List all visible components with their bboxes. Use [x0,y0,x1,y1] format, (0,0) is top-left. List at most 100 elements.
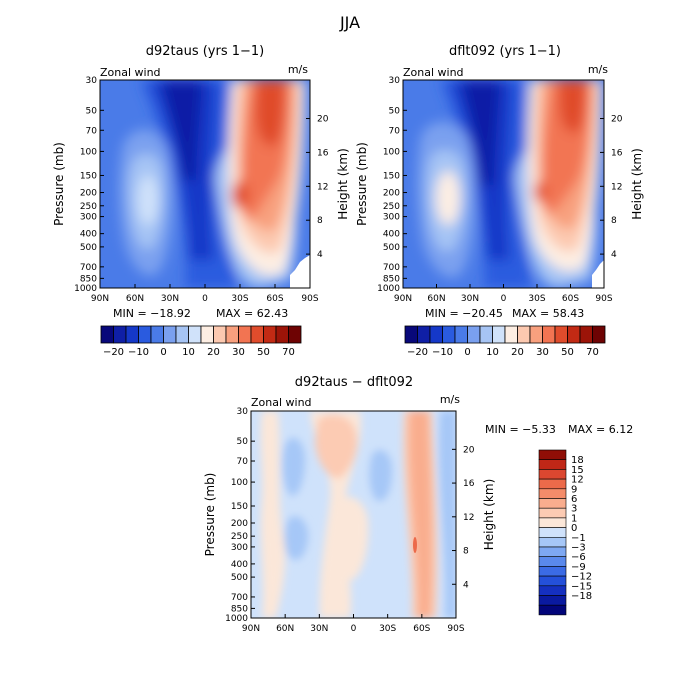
x-tick-label: 0 [351,624,357,634]
colorbar-swatch [538,575,567,587]
field-a-northern-core [138,175,158,225]
colorbar-swatch [538,566,567,577]
panel-c-field [251,411,456,618]
y-tick-label: 50 [389,106,401,116]
colorbar-swatch [538,517,567,528]
y-right-axis-label: Height (km) [482,479,496,550]
y-right-axis-label: Height (km) [336,148,350,219]
y-tick-label: 200 [80,189,97,199]
panel-a-title: d92taus (yrs 1−1) [146,44,265,59]
colorbar-label: −1 [571,533,586,544]
colorbar-label: 20 [511,347,524,358]
colorbar-label: 0 [464,347,470,358]
y-axis-label: Pressure (mb) [355,142,369,226]
colorbar-swatch [175,325,189,344]
colorbar-label: −3 [571,543,586,554]
x-tick-label: 60N [276,624,294,634]
x-tick-label: 60N [427,294,445,304]
colorbar-swatch [225,325,239,344]
x-tick-label: 60N [126,294,144,304]
colorbar-swatch [492,325,506,344]
colorbar-label: 50 [561,347,574,358]
colorbar-swatch [538,507,567,519]
y-tick-label: 850 [383,274,400,284]
panel-a: d92taus (yrs 1−1) Zonal wind m/s [52,44,350,358]
panel-b-units: m/s [588,63,608,76]
colorbar-swatch [567,325,581,344]
field-b-easterly-core [462,80,500,185]
y-tick-label: 30 [86,76,98,86]
y-tick-label: 300 [80,213,97,223]
panel-b-colorbar: −20 −10 0 10 20 30 50 70 [404,325,606,358]
field-c-neg-south-edge [439,411,456,618]
colorbar-swatch [479,325,493,344]
y-right-tick-label: 20 [463,445,475,455]
x-tick-label: 0 [501,294,507,304]
colorbar-swatch [538,459,567,470]
y-right-tick-label: 20 [611,115,623,125]
x-tick-label: 90N [91,294,109,304]
colorbar-swatch [538,498,567,509]
y-tick-label: 850 [231,604,248,614]
colorbar-swatch [454,325,468,344]
panel-b: dflt092 (yrs 1−1) Zonal wind m/s [355,44,644,358]
x-tick-label: 30S [528,294,545,304]
y-right-tick-label: 12 [463,513,474,523]
y-tick-label: 70 [237,457,249,467]
colorbar-label: −15 [571,581,592,592]
colorbar-swatch [467,325,481,344]
colorbar-label: −10 [432,347,453,358]
colorbar-label: 0 [571,523,577,534]
page-title: JJA [339,13,360,32]
y-tick-label: 1000 [74,284,97,294]
colorbar-label: 15 [571,465,584,476]
colorbar-label: 12 [571,475,584,486]
panel-a-colorbar: −20 −10 0 10 20 30 50 70 [100,325,302,358]
x-tick-label: 30N [310,624,328,634]
colorbar-swatch [100,325,114,344]
colorbar-swatch [592,325,606,344]
x-tick-label: 30N [161,294,179,304]
y-tick-label: 200 [383,189,400,199]
y-tick-label: 150 [231,502,248,512]
colorbar-label: 20 [207,347,220,358]
panel-c-axes: 90N 60N 30N 0 30S 60S 90S 30 50 70 100 150 200 250300… [203,407,496,634]
colorbar-label: 1 [571,513,577,524]
panel-a-units: m/s [288,63,308,76]
panel-a-axes: 90N 60N 30N 0 30S 60S 90S 30 50 70 100 150 200 250300… [52,76,350,304]
colorbar-label: 10 [486,347,499,358]
colorbar-swatch [538,488,567,499]
field-c-pos-band-south-inner [409,411,432,618]
colorbar-swatch [538,556,567,567]
colorbar-label: −12 [571,572,592,583]
y-tick-label: 100 [383,147,400,157]
y-tick-label: 150 [383,171,400,181]
field-b-northern-core [436,171,460,225]
x-tick-label: 90S [595,294,612,304]
y-tick-label: 70 [86,126,98,136]
colorbar-swatch [538,449,567,460]
y-right-tick-label: 20 [317,115,329,125]
y-right-tick-label: 4 [317,250,323,260]
panel-c-units: m/s [440,393,460,406]
colorbar-swatch [538,527,567,538]
y-axis-label: Pressure (mb) [52,142,66,226]
y-tick-label: 500 [80,243,97,253]
x-tick-label: 0 [202,294,208,304]
field-c-neg-patch-1 [282,437,305,496]
panel-b-left-label: Zonal wind [403,66,464,79]
x-tick-label: 90S [447,624,464,634]
y-tick-label: 300 [231,543,248,553]
y-tick-label: 1000 [377,284,400,294]
colorbar-swatch [275,325,289,344]
colorbar-swatch [538,546,567,557]
colorbar-swatch [138,325,152,344]
x-tick-label: 60S [413,624,430,634]
colorbar-label: 50 [257,347,270,358]
colorbar-swatch [504,325,518,344]
y-tick-label: 100 [80,147,97,157]
y-tick-label: 250 [80,202,97,212]
colorbar-swatch [404,325,418,344]
colorbar-swatch [163,325,177,344]
field-c-pos-patch-upper [315,414,358,479]
